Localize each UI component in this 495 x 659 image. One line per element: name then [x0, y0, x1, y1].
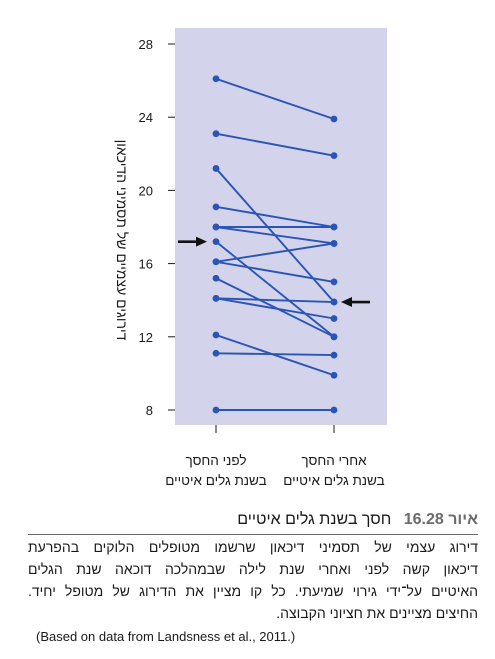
source-note: (Based on data from Landsness et al., 20… — [36, 629, 295, 644]
caption-line: האיטיים על־ידי גירוי שמיעתי. כל קו מציין… — [28, 580, 478, 602]
data-point — [331, 352, 338, 359]
y-tick-label: 12 — [139, 330, 153, 345]
data-point — [331, 240, 338, 247]
data-point — [331, 152, 338, 159]
data-point — [213, 295, 220, 302]
y-axis: 8 12 16 20 24 28 — [139, 37, 175, 418]
y-tick-label: 24 — [139, 110, 153, 125]
x-axis — [216, 425, 334, 433]
y-tick-label: 8 — [146, 403, 153, 418]
figure-caption-body: דירוג עצמי של תסמיני דיכאון שרשמו מטופלי… — [28, 536, 478, 624]
data-point — [331, 407, 338, 414]
caption-line: דירוג עצמי של תסמיני דיכאון שרשמו מטופלי… — [28, 536, 478, 558]
figure-title: חסך בשנת גלים איטיים — [237, 511, 391, 528]
data-point — [213, 224, 220, 231]
caption-line: החיצים מציינים את חציוני הקבוצה. — [28, 602, 478, 624]
data-point — [331, 315, 338, 322]
data-point — [331, 224, 338, 231]
data-point — [213, 275, 220, 282]
data-point — [213, 75, 220, 82]
data-point — [331, 279, 338, 286]
y-tick-label: 20 — [139, 183, 153, 198]
data-point — [213, 407, 220, 414]
figure-caption-heading: איור 16.28 חסך בשנת גלים איטיים — [28, 508, 478, 532]
x-category-line: אחרי החסך — [264, 451, 404, 471]
data-point — [213, 350, 220, 357]
caption-divider — [28, 534, 478, 535]
y-tick-label: 16 — [139, 257, 153, 272]
chart: 8 12 16 20 24 28 דירוגים עצמיים של תסמיני הדי… — [0, 0, 495, 500]
data-point — [213, 130, 220, 137]
data-point — [213, 165, 220, 172]
figure-number: איור 16.28 — [404, 511, 478, 528]
x-category-after: אחרי החסך בשנת גלים איטיים — [264, 451, 404, 491]
data-point — [213, 203, 220, 210]
caption-line: דיכאון קשה לפני ואחרי שנת לילה שבמהלכה ד… — [28, 558, 478, 580]
data-point — [213, 332, 220, 339]
y-tick-label: 28 — [139, 37, 153, 52]
data-point — [331, 299, 338, 306]
data-point — [331, 333, 338, 340]
data-point — [331, 372, 338, 379]
x-category-line: בשנת גלים איטיים — [264, 471, 404, 491]
data-point — [331, 116, 338, 123]
data-point — [213, 258, 220, 265]
data-point — [213, 238, 220, 245]
y-axis-label: דירוגים עצמיים של תסמיני הדיכאון — [114, 140, 130, 341]
